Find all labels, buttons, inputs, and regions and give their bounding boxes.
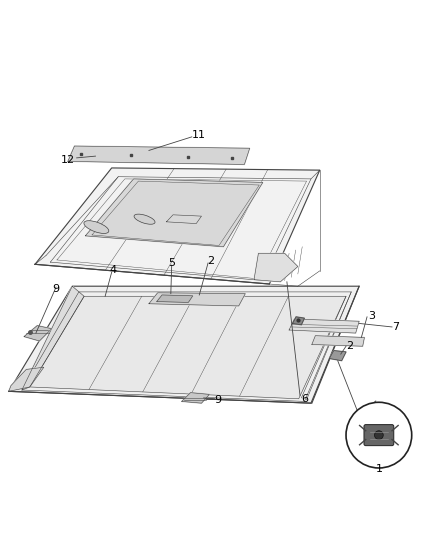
Polygon shape [312,336,364,346]
Circle shape [374,431,383,440]
Text: 1: 1 [375,464,382,474]
Text: 4: 4 [110,265,117,275]
Polygon shape [85,179,263,247]
FancyBboxPatch shape [364,425,394,446]
Polygon shape [30,296,346,399]
Polygon shape [182,393,209,403]
Polygon shape [9,286,359,403]
Circle shape [346,402,412,468]
Polygon shape [9,367,44,391]
Text: 12: 12 [61,155,75,165]
Polygon shape [166,215,201,223]
Polygon shape [254,253,298,282]
Polygon shape [22,286,84,390]
Text: 7: 7 [392,322,399,332]
Ellipse shape [134,214,155,224]
Text: 6: 6 [301,394,308,404]
Ellipse shape [84,221,109,233]
Text: 5: 5 [168,258,175,268]
Polygon shape [157,295,193,302]
Polygon shape [293,317,304,325]
Polygon shape [24,326,52,341]
Text: 9: 9 [53,284,60,294]
Text: 3: 3 [368,311,375,320]
Polygon shape [35,168,320,284]
Polygon shape [329,351,346,361]
Polygon shape [289,319,359,333]
Text: 9: 9 [215,395,222,405]
Polygon shape [149,293,245,306]
Polygon shape [68,146,250,165]
Text: 11: 11 [192,130,206,140]
Text: 2: 2 [346,341,353,351]
Text: 2: 2 [208,256,215,266]
